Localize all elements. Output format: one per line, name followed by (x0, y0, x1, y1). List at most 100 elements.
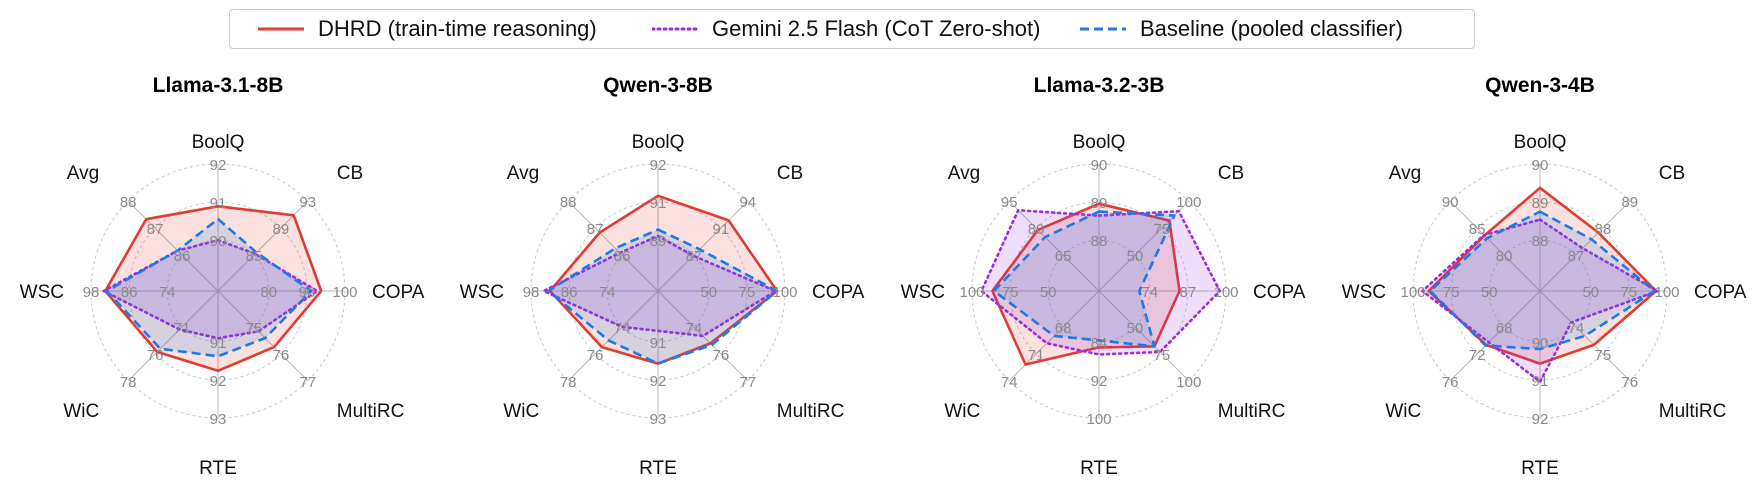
chart-title: Qwen-3-4B (1485, 74, 1595, 97)
tick-label: 98 (523, 284, 540, 301)
tick-label: 100 (1400, 284, 1425, 301)
tick-label: 74 (159, 284, 176, 301)
axis-label-boolq: BoolQ (1514, 132, 1567, 153)
tick-label: 87 (147, 221, 164, 238)
series-baseline-polygon (992, 210, 1176, 348)
chart-title: Qwen-3-8B (603, 74, 713, 97)
axis-label-copa: COPA (812, 282, 865, 303)
series-baseline-polygon (1428, 210, 1656, 351)
tick-label: 94 (739, 194, 756, 211)
tick-label: 78 (120, 374, 137, 391)
axis-label-boolq: BoolQ (632, 132, 685, 153)
axis-label-copa: COPA (372, 282, 425, 303)
spoke-avg (1449, 200, 1541, 292)
series-dhrd-polygon (1427, 186, 1658, 365)
tick-label: 74 (686, 320, 703, 337)
tick-label: 100 (1213, 284, 1238, 301)
tick-label: 86 (121, 284, 138, 301)
tick-label: 93 (650, 411, 667, 428)
tick-label: 65 (1055, 248, 1072, 265)
tick-label: 100 (332, 284, 357, 301)
axis-label-multirc: MultiRC (777, 401, 845, 422)
tick-label: 80 (1028, 221, 1045, 238)
tick-label: 77 (299, 374, 316, 391)
tick-label: 86 (614, 248, 631, 265)
tick-label: 90 (1532, 335, 1549, 352)
axis-label-wsc: WSC (1342, 282, 1386, 303)
series-baseline-polygon (105, 217, 313, 358)
series-gemini-polygon (980, 208, 1222, 356)
tick-label: 85 (246, 248, 263, 265)
axis-label-rte: RTE (1521, 458, 1559, 479)
tick-label: 80 (260, 284, 277, 301)
tick-label: 100 (959, 284, 984, 301)
tick-label: 74 (1001, 374, 1018, 391)
tick-label: 76 (587, 347, 604, 364)
tick-label: 77 (739, 374, 756, 391)
chart-title: Llama-3.1-8B (153, 74, 284, 97)
tick-label: 68 (1055, 320, 1072, 337)
axis-label-rte: RTE (199, 458, 237, 479)
legend-label-baseline: Baseline (pooled classifier) (1140, 16, 1403, 41)
axis-label-avg: Avg (67, 163, 99, 184)
tick-label: 50 (700, 284, 717, 301)
tick-label: 90 (1442, 194, 1459, 211)
radar-chart-llama-3-2-3b: 88 89 90 50 75 100 74 87 100 50 75 100 84 92 100 68 71 74… (901, 74, 1306, 479)
axis-label-wsc: WSC (20, 282, 64, 303)
tick-label: 87 (686, 248, 703, 265)
series-baseline-polygon (547, 228, 779, 365)
legend-label-dhrd: DHRD (train-time reasoning) (318, 16, 597, 41)
tick-label: 89 (1532, 195, 1549, 212)
tick-label: 91 (210, 195, 227, 212)
tick-label: 75 (246, 320, 263, 337)
tick-label: 89 (1091, 195, 1108, 212)
tick-label: 91 (713, 221, 730, 238)
tick-label: 76 (1621, 374, 1638, 391)
axis-label-copa: COPA (1694, 282, 1747, 303)
tick-label: 89 (273, 221, 290, 238)
tick-label: 93 (210, 411, 227, 428)
tick-label: 88 (120, 194, 137, 211)
spoke-avg (127, 200, 219, 292)
tick-label: 74 (1141, 284, 1158, 301)
spoke-avg (1008, 200, 1100, 292)
tick-label: 72 (1469, 347, 1486, 364)
tick-label: 88 (1532, 233, 1549, 250)
tick-label: 98 (83, 284, 100, 301)
radar-chart-llama-3-1-8b: 90 91 92 85 89 93 80 90 100 75 76 77 91 92 93 71 76 78 74 8… (20, 74, 425, 479)
tick-label: 85 (1469, 221, 1486, 238)
tick-label: 75 (1154, 221, 1171, 238)
tick-label: 76 (1442, 374, 1459, 391)
tick-label: 88 (560, 194, 577, 211)
tick-label: 50 (1481, 284, 1498, 301)
series-gemini-polygon (1421, 218, 1659, 384)
series-dhrd-polygon (548, 194, 779, 365)
tick-label: 92 (650, 157, 667, 174)
tick-label: 75 (1154, 347, 1171, 364)
tick-label: 100 (1176, 194, 1201, 211)
legend-item-dhrd: DHRD (train-time reasoning) (258, 9, 597, 49)
tick-label: 75 (1595, 347, 1612, 364)
tick-label: 100 (1086, 411, 1111, 428)
axis-label-multirc: MultiRC (337, 401, 405, 422)
tick-label: 74 (614, 320, 631, 337)
spoke-avg (567, 200, 659, 292)
tick-label: 76 (273, 347, 290, 364)
axis-label-boolq: BoolQ (1073, 132, 1126, 153)
tick-label: 84 (1091, 335, 1108, 352)
tick-label: 92 (210, 373, 227, 390)
legend-label-gemini: Gemini 2.5 Flash (CoT Zero-shot) (712, 16, 1041, 41)
tick-label: 100 (1176, 374, 1201, 391)
spoke-multirc (1539, 290, 1631, 382)
tick-label: 74 (599, 284, 616, 301)
tick-label: 50 (1582, 284, 1599, 301)
tick-label: 68 (1496, 320, 1513, 337)
axis-label-rte: RTE (639, 458, 677, 479)
tick-label: 75 (1621, 284, 1638, 301)
radar-chart-qwen-3-4b: 88 89 90 87 88 89 50 75 100 74 75 76 90 91 92 68 72 76 50 7… (1342, 74, 1747, 479)
tick-label: 92 (210, 157, 227, 174)
tick-label: 86 (561, 284, 578, 301)
tick-label: 87 (1568, 248, 1585, 265)
tick-label: 89 (650, 233, 667, 250)
